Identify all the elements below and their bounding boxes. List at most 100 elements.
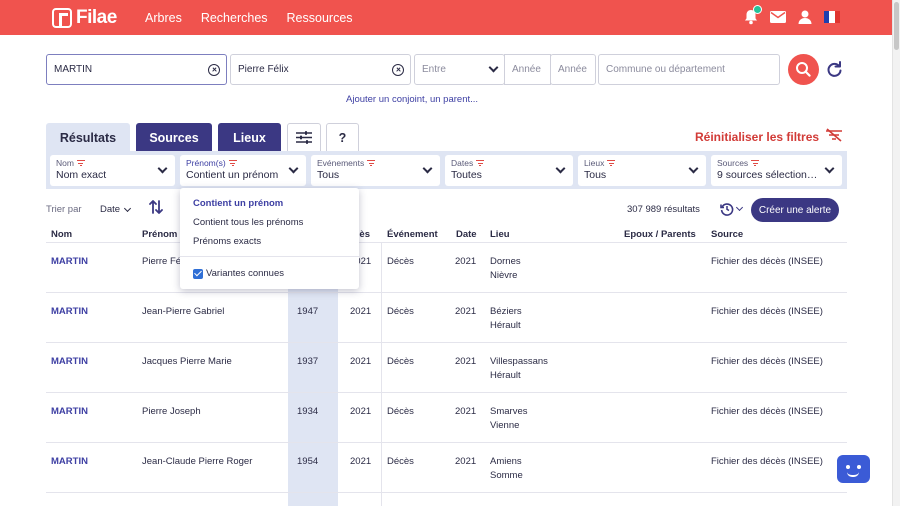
death-cell: 2021 [350,406,372,417]
user-icon[interactable] [798,10,812,24]
event-cell: Décès [387,356,414,367]
period-label: Entre [422,64,446,75]
nav-ressources[interactable]: Ressources [286,11,353,25]
surname-input[interactable]: MARTIN [46,54,227,85]
notifications-button[interactable] [744,5,762,25]
filter-value: Tous [317,169,340,181]
filter-sources[interactable]: Sources 9 sources sélectionn... [711,155,842,186]
place-department: Hérault [490,320,521,331]
search-icon [796,62,811,77]
col-date[interactable]: Date [456,229,477,240]
reset-filters-link[interactable]: Réinitialiser les filtres [695,130,820,144]
source-cell: Fichier des décès (INSEE) [711,356,823,367]
history-button[interactable] [720,202,744,216]
nav-arbres[interactable]: Arbres [145,11,182,25]
checkbox-checked-icon[interactable] [193,268,203,279]
filae-logo-icon [52,8,72,28]
filter-places[interactable]: Lieux Tous [578,155,706,186]
chevron-down-icon [124,204,132,212]
table-row[interactable]: MARTIN Jacques Pierre Marie 1937 2021 Dé… [46,343,847,393]
place-city: Béziers [490,306,522,317]
filter-settings-button[interactable] [287,123,321,152]
reset-icon[interactable] [826,61,843,78]
filae-logo[interactable]: Filae [52,7,117,29]
period-select[interactable]: Entre [414,54,505,85]
filter-dates[interactable]: Dates Toutes [445,155,573,186]
event-cell: Décès [387,256,414,267]
nav-recherches[interactable]: Recherches [200,11,268,25]
col-place[interactable]: Lieu [490,229,510,240]
year-to-input[interactable]: Année [550,54,596,85]
filter-label: Nom [56,158,74,168]
filter-value: Tous [584,169,607,181]
add-relative-link[interactable]: Ajouter un conjoint, un parent... [346,94,479,105]
option-contains-one[interactable]: Contient un prénom [193,198,284,209]
surname-link[interactable]: MARTIN [51,356,88,367]
col-source[interactable]: Source [711,229,744,240]
year-from-input[interactable]: Année [504,54,551,85]
table-row[interactable]: MARTIN Pierre Félix 2021 Décès 2021 Dorn… [46,243,847,293]
main-nav: Arbres Recherches Ressources [145,11,353,25]
chat-widget-button[interactable] [837,455,870,483]
place-department: Nièvre [490,270,518,281]
sort-select[interactable]: Date [100,204,132,215]
col-firstname[interactable]: Prénom [142,229,178,240]
search-button[interactable] [788,54,819,85]
table-header: Nom Prénom Décès Événement Date Lieu Epo… [46,226,847,243]
filter-events[interactable]: Evénements Tous [311,155,440,186]
tab-results[interactable]: Résultats [46,123,130,152]
active-filter-icon [76,160,85,167]
filter-off-icon[interactable] [825,128,843,142]
birth-cell: 1954 [297,456,319,467]
surname-link[interactable]: MARTIN [51,256,88,267]
known-variants-checkbox[interactable]: Variantes connues [193,268,284,279]
table-row[interactable]: MARTIN Pierre Joseph 1934 2021 Décès 202… [46,393,847,443]
filter-value: 9 sources sélectionn... [717,169,821,181]
place-input[interactable]: Commune ou département [598,54,780,85]
firstname-cell: Jean-Claude Pierre Roger [142,456,253,467]
death-cell: 2021 [350,356,372,367]
death-cell: 2021 [350,456,372,467]
clear-icon[interactable] [208,64,220,76]
surname-link[interactable]: MARTIN [51,456,88,467]
table-row[interactable]: MARTIN Jean-Claude Pierre Roger 1954 202… [46,443,847,493]
source-cell: Fichier des décès (INSEE) [711,306,823,317]
tab-places[interactable]: Lieux [218,123,281,152]
firstname-cell: Pierre Félix [142,256,191,267]
active-filter-icon [476,160,485,167]
history-icon [720,203,734,216]
sort-icon[interactable] [149,199,163,215]
firstname-input[interactable]: Pierre Félix [230,54,411,85]
event-cell: Décès [387,306,414,317]
col-event[interactable]: Événement [387,229,438,240]
col-surname[interactable]: Nom [51,229,73,240]
option-exact[interactable]: Prénoms exacts [193,236,262,247]
create-alert-button[interactable]: Créer une alerte [751,198,839,222]
france-flag-icon[interactable] [824,11,840,23]
surname-link[interactable]: MARTIN [51,306,88,317]
active-filter-icon [367,160,376,167]
active-filter-icon [607,160,616,167]
place-city: Villespassans [490,356,548,367]
active-filter-icon [751,160,760,167]
col-spouse-parents: Epoux / Parents [624,229,696,240]
surname-link[interactable]: MARTIN [51,406,88,417]
surname-value: MARTIN [54,64,93,75]
filter-firstname[interactable]: Prénom(s) Contient un prénom [180,155,306,186]
filter-label: Sources [717,158,749,168]
tab-sources[interactable]: Sources [136,123,212,152]
page-scrollbar[interactable] [892,0,900,506]
filter-value: Contient un prénom [186,169,279,181]
table-row[interactable]: MARTIN Jean-Pierre Gabriel 1947 2021 Déc… [46,293,847,343]
place-placeholder: Commune ou département [606,64,725,75]
place-city: Amiens [490,456,522,467]
notification-dot [753,5,762,14]
filter-surname[interactable]: Nom Nom exact [50,155,175,186]
clear-icon[interactable] [392,64,404,76]
event-cell: Décès [387,406,414,417]
scrollbar-thumb[interactable] [894,2,899,50]
source-cell: Fichier des décès (INSEE) [711,256,823,267]
help-button[interactable]: ? [326,123,359,152]
mail-icon[interactable] [770,11,786,23]
option-contains-all[interactable]: Contient tous les prénoms [193,217,304,228]
